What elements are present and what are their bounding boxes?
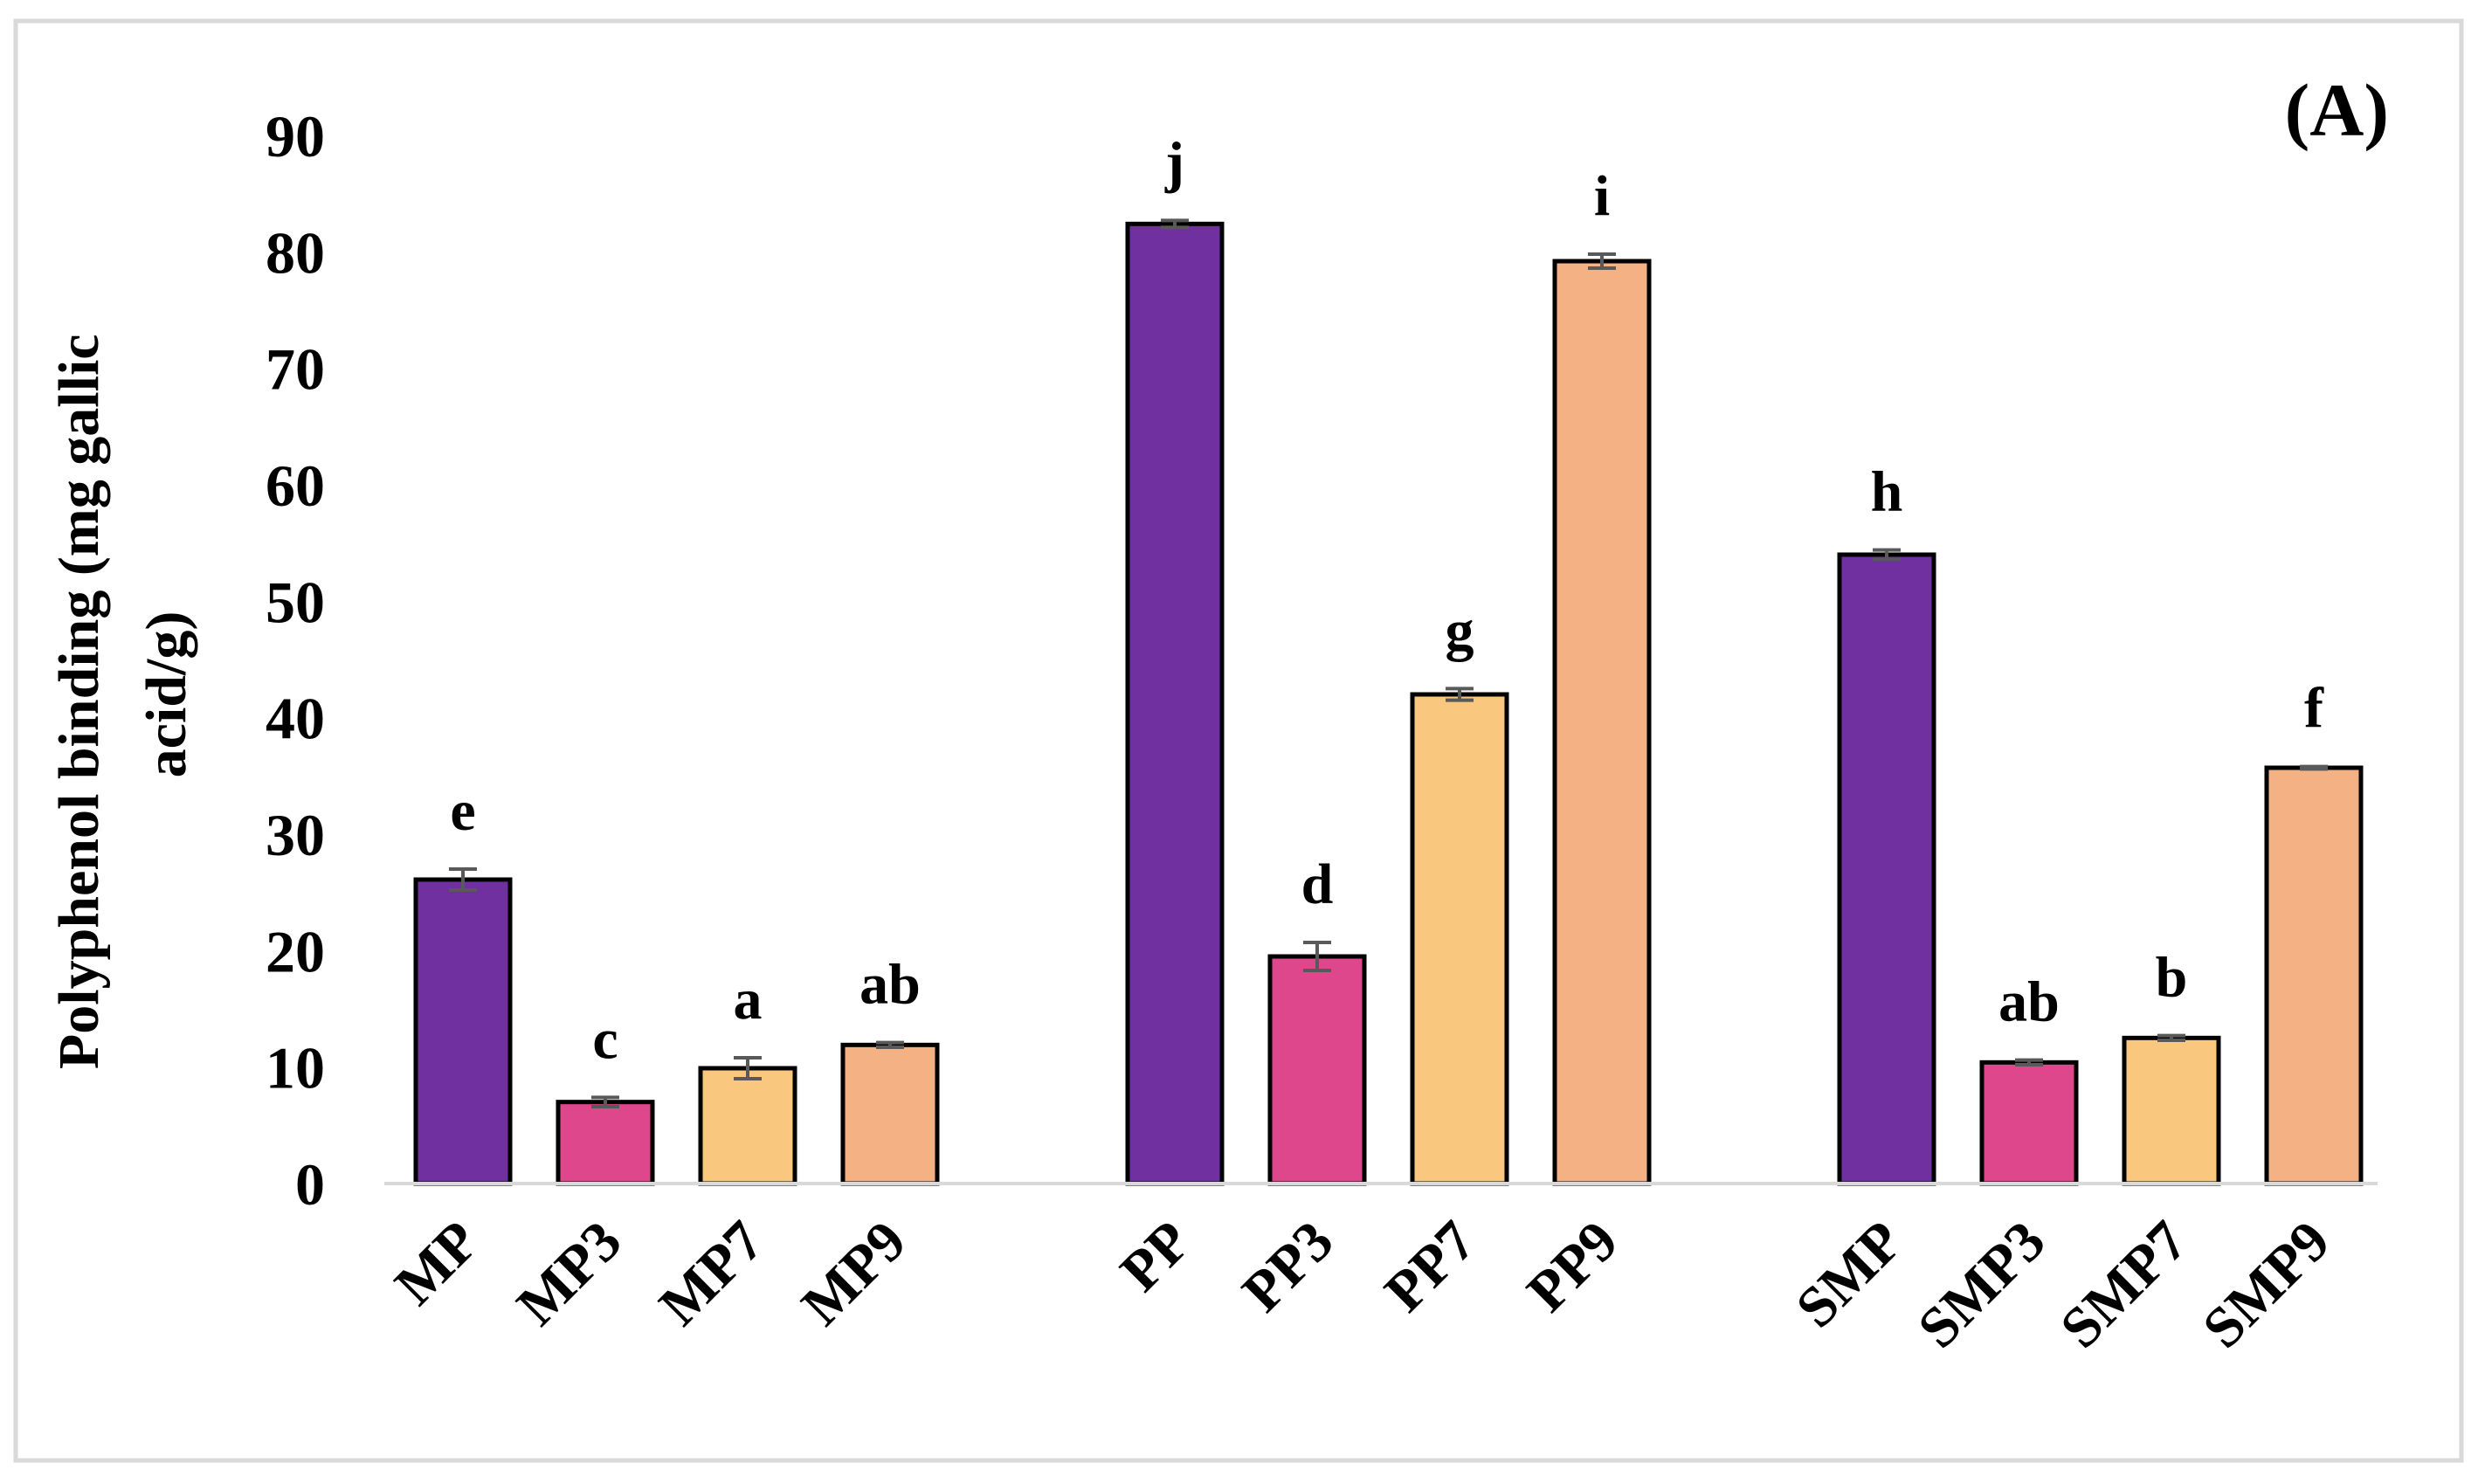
y-tick-label: 0 [295, 1151, 325, 1218]
bar-pp9 [1552, 259, 1652, 1186]
letter-smp3: ab [1998, 970, 2060, 1034]
y-axis-label-line-1: Polyphenol binding (mg gallic [47, 334, 111, 1069]
error-bar-pp9 [1588, 252, 1616, 270]
letter-pp7: g [1446, 598, 1474, 662]
y-tick-label: 90 [266, 103, 325, 169]
bar-mp7 [698, 1066, 797, 1186]
bar-smp [1837, 552, 1936, 1186]
letter-mp7: a [734, 968, 763, 1032]
y-tick-label: 40 [266, 686, 325, 752]
significance-letters: e c a ab j d g i h ab b f [450, 130, 2324, 1071]
error-bars [449, 218, 2328, 1108]
bar-smp7 [2122, 1035, 2221, 1186]
error-bar-mp3 [591, 1095, 619, 1108]
error-bar-pp [1161, 218, 1189, 230]
y-tick-label: 20 [266, 918, 325, 984]
y-tick-label: 50 [266, 569, 325, 635]
y-tick-label: 30 [266, 802, 325, 868]
error-bar-smp3 [2015, 1058, 2043, 1066]
y-axis-ticks: 0 10 20 30 40 50 60 70 80 90 [266, 103, 325, 1218]
error-bar-mp7 [734, 1056, 762, 1080]
bar-pp [1125, 221, 1225, 1186]
y-axis-label-line-2: acid/g) [135, 611, 198, 778]
y-axis-label: Polyphenol binding (mg gallic acid/g) [47, 320, 198, 1069]
letter-mp3: c [592, 1007, 618, 1071]
y-tick-label: 80 [266, 219, 325, 286]
bar-mp9 [840, 1042, 940, 1186]
y-tick-label: 60 [266, 452, 325, 519]
letter-mp: e [450, 779, 475, 843]
figure-border [13, 18, 2464, 1463]
letter-pp9: i [1594, 164, 1610, 228]
y-tick-label: 70 [266, 336, 325, 403]
bar-mp [413, 877, 513, 1186]
letter-mp9: ab [859, 953, 921, 1017]
panel-label: (A) [2285, 68, 2389, 152]
error-bar-pp3 [1303, 941, 1331, 972]
bar-smp9 [2264, 765, 2364, 1186]
error-bar-mp [449, 867, 477, 892]
bar-mp3 [556, 1100, 655, 1186]
bar-pp7 [1410, 692, 1509, 1186]
letter-pp3: d [1301, 852, 1334, 916]
bar-smp3 [1979, 1060, 2079, 1186]
letter-pp: j [1164, 130, 1184, 194]
error-bar-pp7 [1446, 687, 1474, 702]
error-bar-smp [1873, 548, 1901, 562]
error-bar-mp9 [876, 1040, 904, 1049]
y-tick-label: 10 [266, 1035, 325, 1101]
bar-pp3 [1267, 954, 1367, 1186]
letter-smp9: f [2304, 677, 2324, 741]
error-bar-smp9 [2300, 764, 2328, 771]
error-bar-smp7 [2157, 1033, 2185, 1042]
letter-smp: h [1871, 460, 1903, 524]
letter-smp7: b [2156, 946, 2188, 1010]
